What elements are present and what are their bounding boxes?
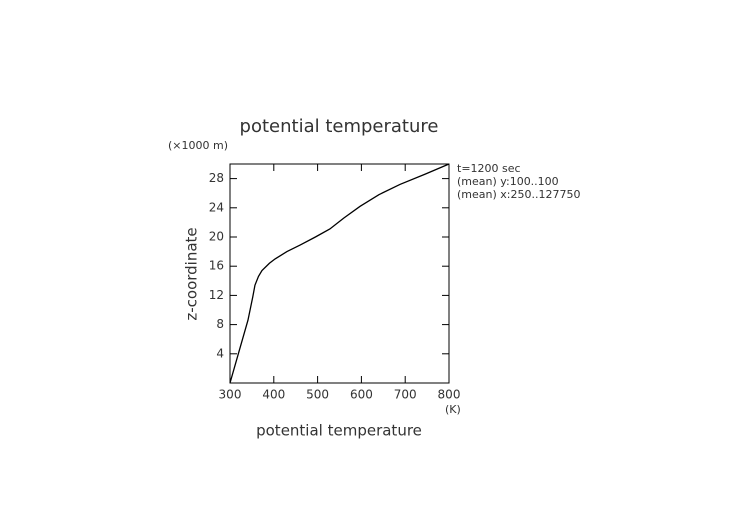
annotation: (mean) y:100..100: [457, 175, 559, 188]
y-axis-title: z-coordinate: [183, 227, 201, 320]
x-tick-label: 600: [350, 388, 373, 402]
chart-title: potential temperature: [240, 116, 439, 137]
y-tick-label: 20: [209, 230, 224, 244]
x-axis-title: potential temperature: [256, 422, 422, 440]
x-tick-label: 400: [262, 388, 285, 402]
x-tick-label: 800: [438, 388, 461, 402]
x-tick-label: 300: [219, 388, 242, 402]
x-tick-label: 700: [394, 388, 417, 402]
y-tick-label: 16: [209, 259, 224, 273]
plot-frame: [229, 163, 450, 384]
y-tick-label: 24: [209, 200, 224, 214]
y-tick-label: 4: [216, 346, 224, 360]
y-tick-label: 12: [209, 288, 224, 302]
annotation: (mean) x:250..127750: [457, 188, 580, 201]
y-unit: (×1000 m): [168, 139, 228, 152]
x-tick-label: 500: [306, 388, 329, 402]
annotation: t=1200 sec: [457, 162, 521, 175]
data-line: [229, 163, 450, 384]
x-unit: (K): [445, 403, 461, 416]
y-tick-label: 8: [216, 317, 224, 331]
y-tick-label: 28: [209, 171, 224, 185]
